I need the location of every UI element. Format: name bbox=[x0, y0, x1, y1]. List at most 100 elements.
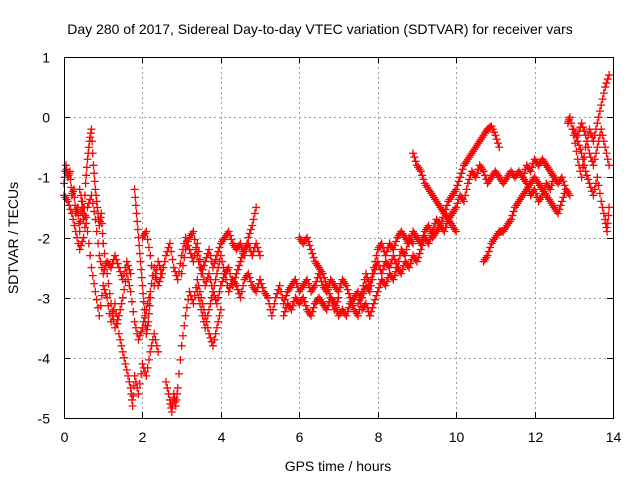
data-point bbox=[412, 161, 421, 170]
data-point bbox=[601, 215, 610, 224]
data-point bbox=[121, 359, 130, 368]
data-point bbox=[61, 193, 70, 202]
data-point bbox=[365, 281, 374, 290]
data-point bbox=[194, 293, 203, 302]
data-point bbox=[405, 263, 414, 272]
data-point bbox=[146, 347, 155, 356]
data-point bbox=[473, 169, 482, 178]
data-point bbox=[201, 323, 210, 332]
data-point bbox=[126, 287, 135, 296]
data-point bbox=[419, 175, 428, 184]
data-point bbox=[135, 379, 144, 388]
data-point bbox=[210, 259, 219, 268]
data-point bbox=[539, 157, 548, 166]
data-point bbox=[186, 249, 195, 258]
data-point bbox=[500, 177, 509, 186]
data-point bbox=[226, 231, 235, 240]
data-point bbox=[142, 371, 151, 380]
data-point bbox=[210, 281, 219, 290]
data-point bbox=[80, 211, 89, 220]
data-point bbox=[176, 355, 185, 364]
data-point bbox=[486, 175, 495, 184]
data-point bbox=[299, 281, 308, 290]
data-point bbox=[120, 353, 129, 362]
data-point bbox=[202, 317, 211, 326]
data-point bbox=[236, 293, 245, 302]
data-point bbox=[602, 79, 611, 88]
data-point bbox=[603, 219, 612, 228]
data-point bbox=[65, 167, 74, 176]
data-point bbox=[556, 201, 565, 210]
data-point bbox=[211, 255, 220, 264]
data-point bbox=[514, 167, 523, 176]
data-point bbox=[369, 299, 378, 308]
data-point bbox=[355, 295, 364, 304]
data-point bbox=[398, 247, 407, 256]
data-point bbox=[368, 303, 377, 312]
data-point bbox=[308, 307, 317, 316]
data-point bbox=[465, 175, 474, 184]
data-point bbox=[462, 185, 471, 194]
data-point bbox=[373, 245, 382, 254]
data-point bbox=[80, 223, 89, 232]
data-point bbox=[129, 391, 138, 400]
data-point bbox=[491, 131, 500, 140]
data-point bbox=[252, 239, 261, 248]
data-point bbox=[358, 305, 367, 314]
data-point bbox=[510, 173, 519, 182]
data-point bbox=[258, 283, 267, 292]
data-point bbox=[513, 199, 522, 208]
data-point bbox=[194, 247, 203, 256]
data-point bbox=[90, 279, 99, 288]
data-point bbox=[144, 243, 153, 252]
data-point bbox=[116, 335, 125, 344]
data-point bbox=[248, 281, 257, 290]
data-point bbox=[81, 179, 90, 188]
data-point bbox=[603, 227, 612, 236]
data-point bbox=[284, 285, 293, 294]
data-point bbox=[320, 273, 329, 282]
data-point bbox=[405, 239, 414, 248]
data-point bbox=[503, 221, 512, 230]
data-point bbox=[478, 133, 487, 142]
data-point bbox=[172, 395, 181, 404]
y-tick-label: 0 bbox=[42, 110, 50, 126]
data-point bbox=[137, 273, 146, 282]
data-point bbox=[483, 179, 492, 188]
data-point bbox=[595, 107, 604, 116]
data-point bbox=[577, 173, 586, 182]
data-point bbox=[479, 167, 488, 176]
data-point bbox=[88, 149, 97, 158]
data-point bbox=[457, 169, 466, 178]
data-point bbox=[90, 177, 99, 186]
data-point bbox=[453, 199, 462, 208]
data-point bbox=[152, 341, 161, 350]
data-point bbox=[137, 265, 146, 274]
data-point bbox=[96, 213, 105, 222]
data-point bbox=[219, 235, 228, 244]
data-point bbox=[572, 147, 581, 156]
data-point bbox=[205, 305, 214, 314]
data-point bbox=[209, 341, 218, 350]
data-point bbox=[385, 239, 394, 248]
data-point bbox=[135, 331, 144, 340]
data-point bbox=[244, 269, 253, 278]
data-point bbox=[561, 185, 570, 194]
data-point bbox=[291, 293, 300, 302]
data-point bbox=[78, 197, 87, 206]
data-point bbox=[369, 263, 378, 272]
data-point bbox=[334, 311, 343, 320]
data-point bbox=[83, 155, 92, 164]
data-point bbox=[424, 221, 433, 230]
data-point bbox=[76, 241, 85, 250]
data-point bbox=[428, 191, 437, 200]
data-point bbox=[584, 175, 593, 184]
data-point bbox=[316, 295, 325, 304]
data-point bbox=[452, 227, 461, 236]
data-point bbox=[475, 137, 484, 146]
data-point bbox=[484, 177, 493, 186]
data-point bbox=[492, 169, 501, 178]
data-point bbox=[480, 171, 489, 180]
data-point bbox=[108, 307, 117, 316]
data-point bbox=[401, 233, 410, 242]
